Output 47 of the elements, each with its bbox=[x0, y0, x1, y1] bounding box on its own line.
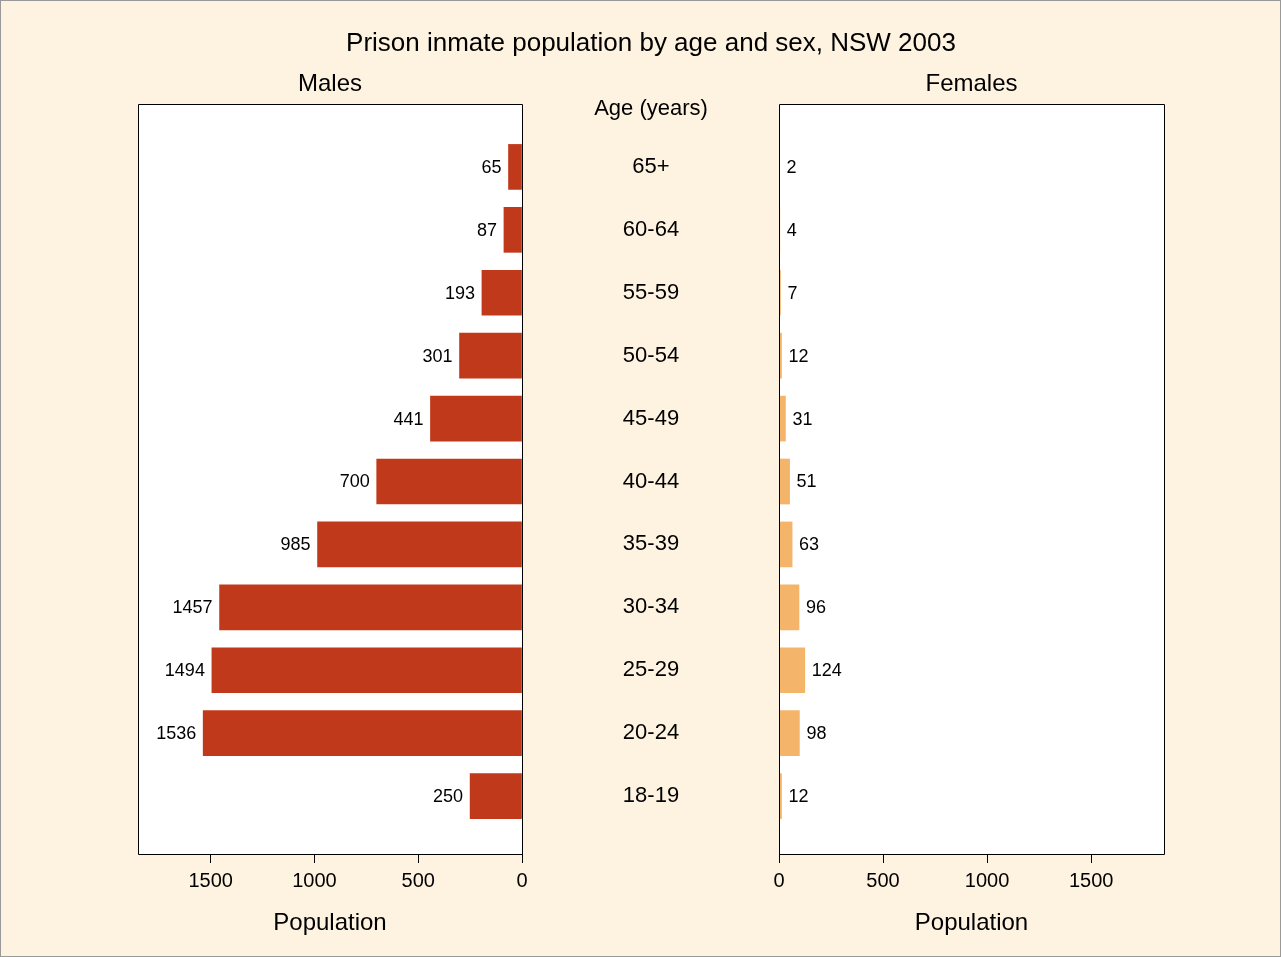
data-label: 1494 bbox=[164, 660, 205, 681]
y-tick-label: 50-54 bbox=[622, 341, 680, 367]
y-tick-label: 65+ bbox=[632, 152, 670, 178]
data-label: 12 bbox=[788, 345, 809, 366]
y-tick-label: 40-44 bbox=[622, 467, 680, 493]
data-label: 51 bbox=[796, 471, 817, 492]
data-label: 63 bbox=[799, 534, 820, 555]
data-label: 4 bbox=[786, 219, 797, 240]
x-tick-label: 500 bbox=[866, 868, 900, 891]
chart-subtitle: Males bbox=[297, 69, 363, 96]
chart-title: Females bbox=[925, 69, 1018, 96]
y-tick-label: 25-29 bbox=[622, 656, 680, 682]
data-label: 700 bbox=[339, 471, 370, 492]
y-tick-label: 20-24 bbox=[622, 719, 680, 745]
x-axis-title: Population bbox=[273, 908, 387, 935]
data-label: 301 bbox=[422, 345, 453, 366]
y-tick-label: 30-34 bbox=[622, 593, 680, 619]
data-label: 2 bbox=[786, 156, 797, 177]
data-label: 31 bbox=[792, 408, 813, 429]
data-label: 1457 bbox=[172, 597, 213, 618]
data-label: 441 bbox=[393, 408, 424, 429]
x-tick-label: 1500 bbox=[188, 868, 233, 891]
data-label: 98 bbox=[806, 723, 827, 744]
data-label: 7 bbox=[787, 282, 798, 303]
y-tick-label: 55-59 bbox=[622, 278, 680, 304]
x-tick-label: 1000 bbox=[292, 868, 337, 891]
data-label: 65 bbox=[481, 156, 502, 177]
data-label: 250 bbox=[433, 786, 464, 807]
y-tick-label: 60-64 bbox=[622, 215, 680, 241]
data-label: 1536 bbox=[156, 723, 197, 744]
data-label: 985 bbox=[280, 534, 311, 555]
x-axis-title: Population bbox=[914, 908, 1029, 935]
x-tick-label: 0 bbox=[516, 868, 528, 891]
text: Prison inmate population by age and sex, NSW 2003 bbox=[346, 27, 956, 57]
y-tick-label: 45-49 bbox=[622, 404, 680, 430]
data-label: 12 bbox=[788, 786, 809, 807]
data-label: 87 bbox=[476, 219, 497, 240]
data-label: 193 bbox=[444, 282, 475, 303]
data-label: 96 bbox=[805, 597, 827, 618]
y-axis-title: Age (years) bbox=[594, 95, 708, 120]
y-tick-label: 35-39 bbox=[622, 530, 680, 556]
x-tick-label: 1000 bbox=[964, 868, 1010, 891]
x-tick-label: 1500 bbox=[1068, 868, 1114, 891]
data-label: 124 bbox=[811, 660, 842, 681]
x-tick-label: 500 bbox=[401, 868, 435, 891]
x-tick-label: 0 bbox=[773, 868, 785, 891]
y-tick-label: 18-19 bbox=[622, 782, 680, 808]
